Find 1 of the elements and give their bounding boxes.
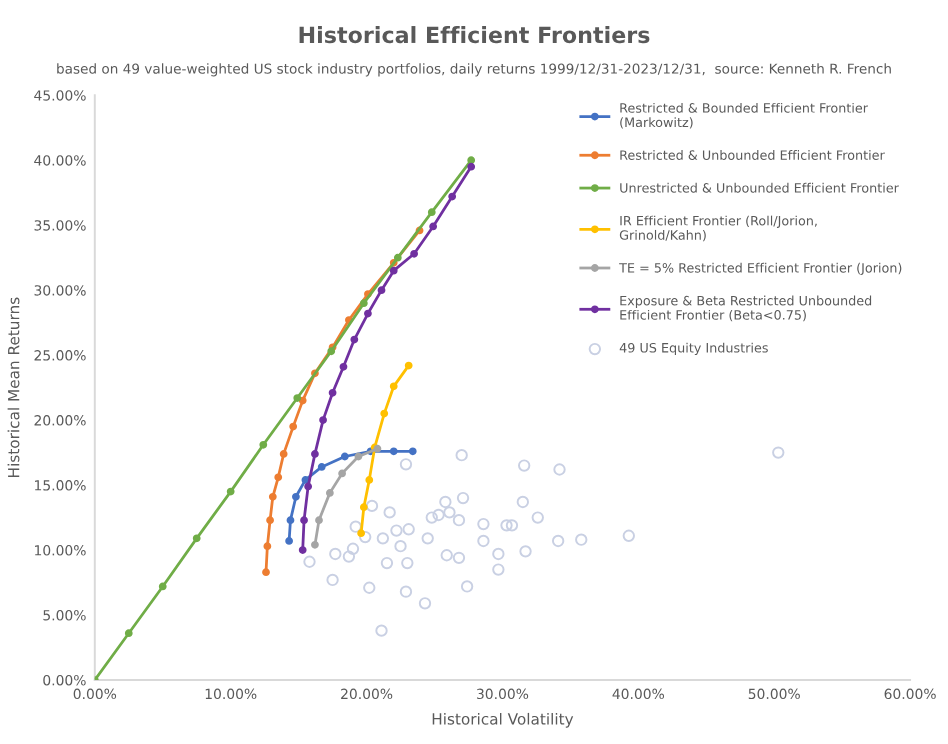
chart-title: Historical Efficient Frontiers [299,26,650,44]
